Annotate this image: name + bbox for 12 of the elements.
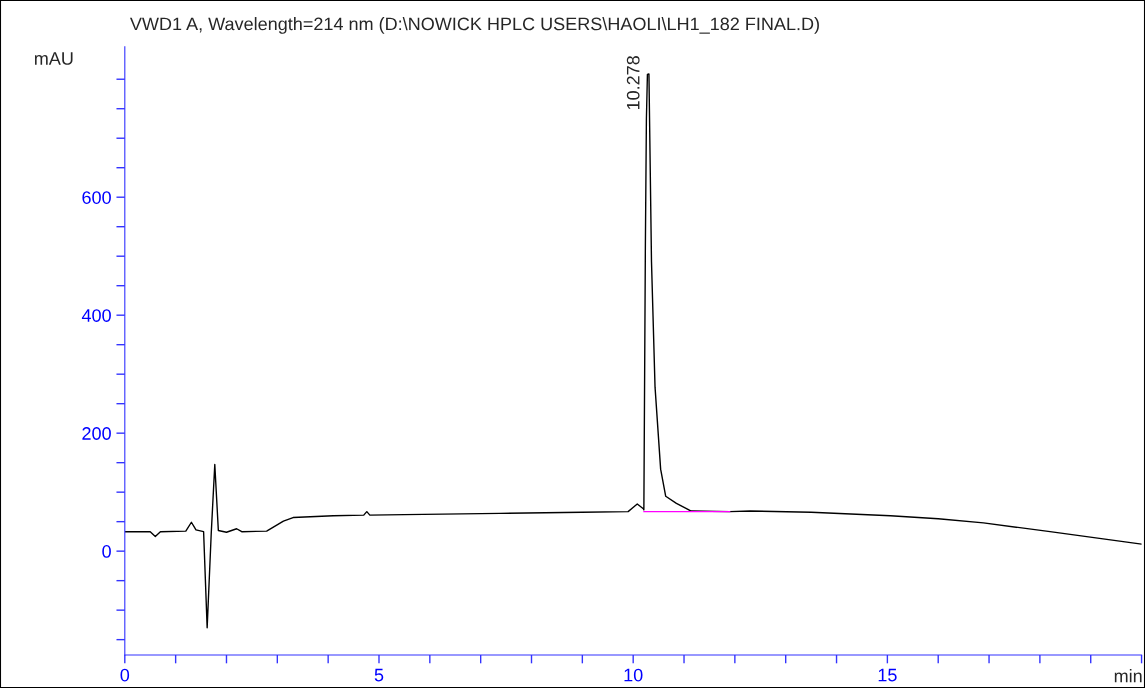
chart-title: VWD1 A, Wavelength=214 nm (D:\NOWICK HPLC USERS\HAOLI\LH1_182 FINAL.D) <box>129 17 819 34</box>
x-axis-title: min <box>1114 669 1142 683</box>
y-axis-title: mAU <box>34 52 73 65</box>
x-tick-label: 15 <box>878 668 897 682</box>
x-tick-label: 10 <box>624 668 643 682</box>
x-tick-label: 5 <box>374 668 384 682</box>
y-tick-label: 0 <box>102 545 111 558</box>
annotation: 10.278 <box>626 56 640 110</box>
x-tick-label: 0 <box>120 668 130 682</box>
y-tick-label: 200 <box>82 427 111 440</box>
y-tick-label: 600 <box>82 191 111 204</box>
y-tick-label: 400 <box>81 309 111 322</box>
